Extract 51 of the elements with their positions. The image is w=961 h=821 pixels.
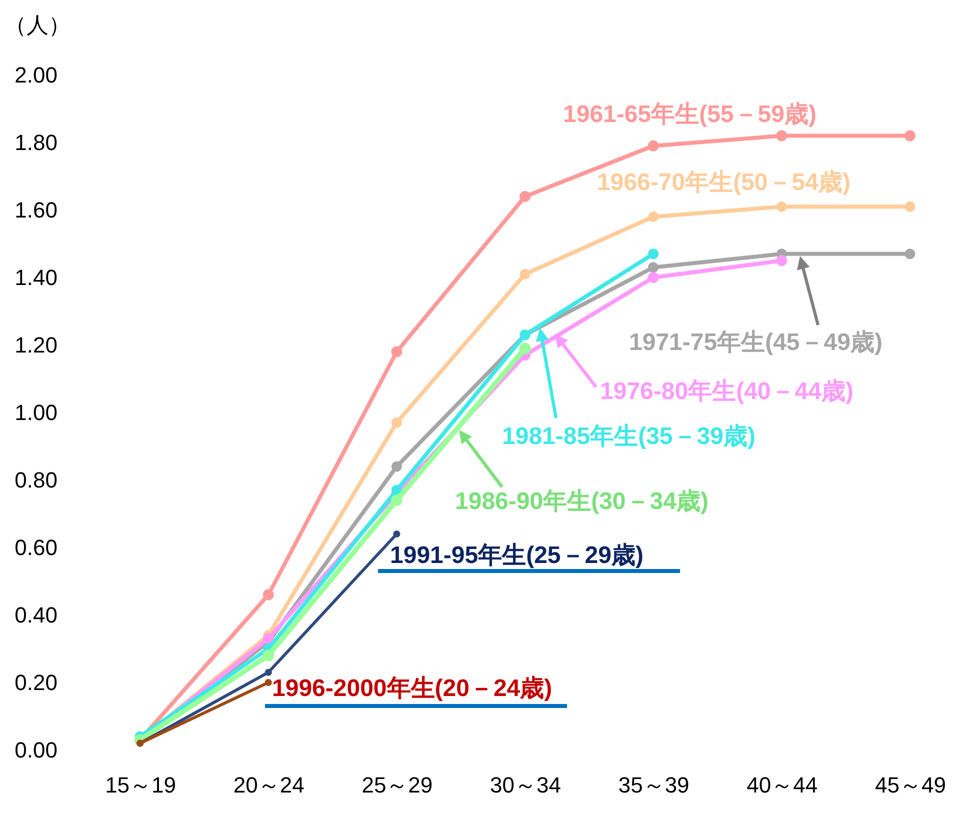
y-tick-label: 0.80	[14, 468, 58, 492]
point	[393, 530, 400, 538]
point	[776, 130, 788, 142]
y-tick-label: 0.20	[14, 670, 58, 695]
point	[904, 201, 916, 212]
point	[520, 191, 530, 202]
x-tick-label: 45～49	[874, 772, 946, 798]
x-tick-label: 35～39	[618, 772, 690, 798]
point	[262, 650, 274, 662]
series-label: 1986-90年生(30－34歳)	[455, 488, 708, 515]
series-label: 1971-75年生(45－49歳)	[629, 329, 882, 356]
point	[391, 346, 402, 358]
text: 1976-80年生(40－44歳)	[600, 378, 854, 405]
y-tick-label: 1.60	[14, 198, 58, 222]
point	[264, 668, 272, 676]
point	[648, 262, 659, 273]
point	[648, 272, 659, 283]
point	[520, 268, 530, 280]
x-tick-label: 20～24	[233, 772, 304, 798]
point	[391, 417, 402, 428]
y-tick-label: 1.80	[14, 130, 58, 155]
point	[262, 633, 274, 644]
y-tick-label: 0.00	[14, 738, 58, 762]
y-tick-label: 1.40	[14, 265, 58, 290]
series-label: 1961-65年生(55－59歳)	[563, 101, 816, 128]
y-tick-label: 2.00	[14, 62, 58, 88]
point	[904, 130, 916, 142]
series-label: 1996-2000年生(20－24歳)	[272, 675, 552, 702]
y-tick-label: 1.00	[14, 400, 58, 425]
y-tick-label: 0.40	[14, 602, 58, 628]
point	[776, 201, 787, 212]
series-label: 1981-85年生(35－39歳)	[502, 423, 756, 450]
point	[391, 461, 402, 472]
point	[519, 342, 531, 354]
point	[776, 255, 788, 266]
point	[390, 494, 402, 506]
x-tick-label: 15～19	[105, 772, 176, 798]
point	[264, 678, 272, 686]
point	[904, 248, 916, 260]
y-tick-label: 1.20	[14, 332, 58, 358]
point	[648, 140, 659, 152]
x-tick-label: 25～29	[362, 772, 433, 798]
y-tick-label: 0.60	[14, 535, 58, 560]
series-label: 1991-95年生(25－29歳)	[390, 542, 644, 569]
point	[262, 589, 274, 600]
y-axis-title: （人）	[4, 12, 70, 38]
point	[648, 212, 659, 222]
x-tick-label: 30～34	[490, 772, 561, 798]
x-tick-label: 40～44	[746, 772, 818, 798]
series-label: 1966-70年生(50－54歳)	[597, 169, 850, 196]
point	[648, 248, 659, 260]
